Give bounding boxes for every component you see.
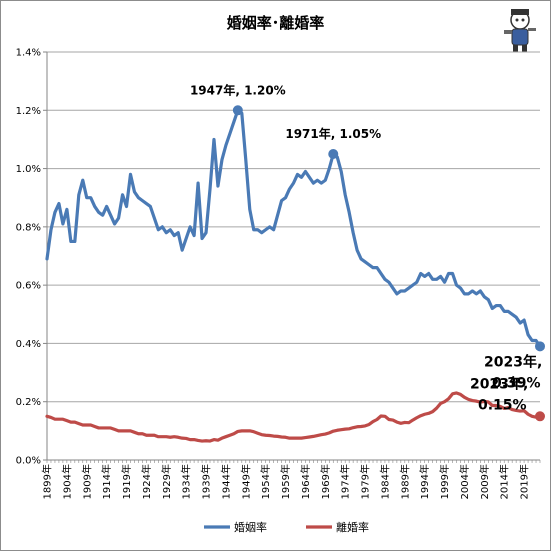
y-tick-label: 1.4% xyxy=(16,48,41,59)
x-tick-label: 1939年 xyxy=(200,464,213,499)
x-tick-label: 1934年 xyxy=(180,464,193,499)
legend-label: 離婚率 xyxy=(336,520,369,534)
y-tick-labels: 0.0% 0.2% 0.4% 0.6% 0.8% 1.0% 1.2% 1.4% xyxy=(16,48,41,467)
x-tick-label: 1974年 xyxy=(339,464,352,499)
gridlines xyxy=(47,51,540,403)
annotation-marker xyxy=(535,341,545,352)
x-tick-label: 1984年 xyxy=(378,464,391,499)
y-tick-label: 0.8% xyxy=(16,222,41,233)
legend-label: 婚姻率 xyxy=(234,520,267,534)
x-tick-label: 1909年 xyxy=(80,464,93,499)
series-lines xyxy=(45,108,542,443)
annotation-label: 0.15% xyxy=(478,397,527,413)
annotation-label: 0.39% xyxy=(492,375,541,391)
y-tick-label: 0.0% xyxy=(16,456,41,467)
annotation-marker xyxy=(232,105,243,116)
x-tick-label: 2014年 xyxy=(498,464,511,499)
x-tick-label: 1999年 xyxy=(438,464,451,499)
annotation-label: 1947年, 1.20% xyxy=(190,82,286,97)
x-tick-label: 1979年 xyxy=(359,464,372,499)
divorce-rate-line xyxy=(45,391,542,443)
annotation-label: 2023年, xyxy=(470,375,528,392)
x-tick-label: 1959年 xyxy=(279,464,292,499)
y-tick-label: 1.2% xyxy=(16,106,41,117)
y-tick-label: 0.4% xyxy=(16,339,41,350)
annotation-label: 1971年, 1.05% xyxy=(285,126,381,141)
y-tick-label: 0.2% xyxy=(16,397,41,408)
mascot-logo xyxy=(504,9,536,52)
x-tick-label: 1899年 xyxy=(41,464,54,499)
x-tick-label: 1989年 xyxy=(398,464,411,499)
x-tick-label: 1969年 xyxy=(319,464,332,499)
annotations: 1947年, 1.20%1971年, 1.05%2023年,0.39%2023年… xyxy=(190,82,545,422)
x-tick-label: 1944年 xyxy=(219,464,232,499)
annotation-marker xyxy=(328,149,339,159)
x-tick-label: 1924年 xyxy=(140,464,153,499)
x-tick-labels: 1899年 1904年 1909年 1914年 1919年 1924年 1929年 1934年… xyxy=(41,464,531,499)
x-tick-label: 2004年 xyxy=(458,464,471,499)
annotation-marker xyxy=(535,411,545,422)
chart-title: 婚姻率･離婚率 xyxy=(226,14,325,32)
x-tick-label: 2009年 xyxy=(478,464,491,499)
x-tick-label: 1904年 xyxy=(60,464,73,499)
x-tick-label: 2019年 xyxy=(518,464,531,499)
x-tick-label: 1914年 xyxy=(100,464,113,499)
x-tick-label: 1929年 xyxy=(160,464,173,499)
annotation-label: 2023年, xyxy=(484,353,542,370)
x-tick-label: 1919年 xyxy=(120,464,133,499)
legend: 婚姻率 離婚率 xyxy=(204,520,369,534)
x-tick-label: 1949年 xyxy=(239,464,252,499)
y-tick-label: 0.6% xyxy=(16,281,41,292)
x-tick-label: 1964年 xyxy=(299,464,312,499)
x-tick-label: 1994年 xyxy=(418,464,431,499)
y-tick-label: 1.0% xyxy=(16,164,41,175)
x-tick-label: 1954年 xyxy=(259,464,272,499)
marriage-rate-line xyxy=(45,108,542,348)
